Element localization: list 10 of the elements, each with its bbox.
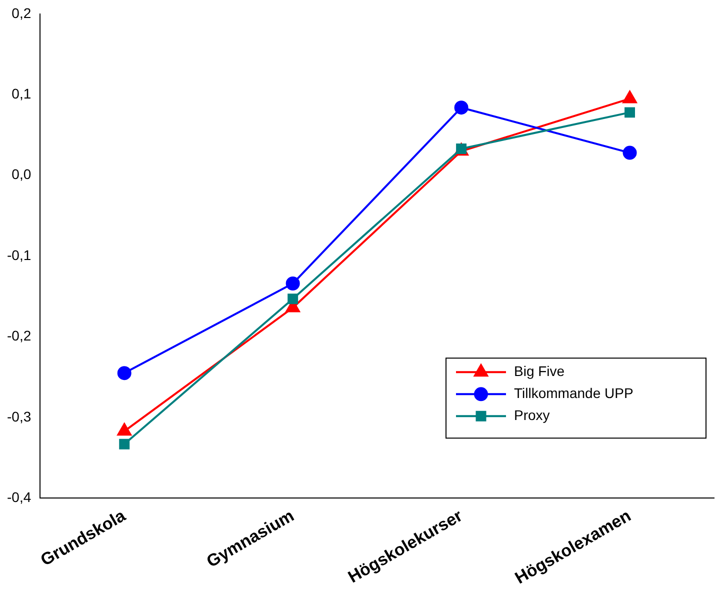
legend-label: Proxy — [514, 407, 550, 423]
y-tick-label: -0,2 — [7, 328, 32, 344]
legend-label: Big Five — [514, 363, 565, 379]
y-tick-label: -0,3 — [7, 408, 32, 424]
y-tick-label: 0,1 — [12, 86, 32, 102]
y-tick-label: -0,4 — [7, 489, 32, 505]
y-tick-label: -0,1 — [7, 246, 32, 263]
y-tick-label: 0,2 — [12, 4, 32, 21]
y-tick-label: 0,0 — [12, 166, 32, 182]
legend-label: Tillkommande UPP — [514, 385, 634, 401]
